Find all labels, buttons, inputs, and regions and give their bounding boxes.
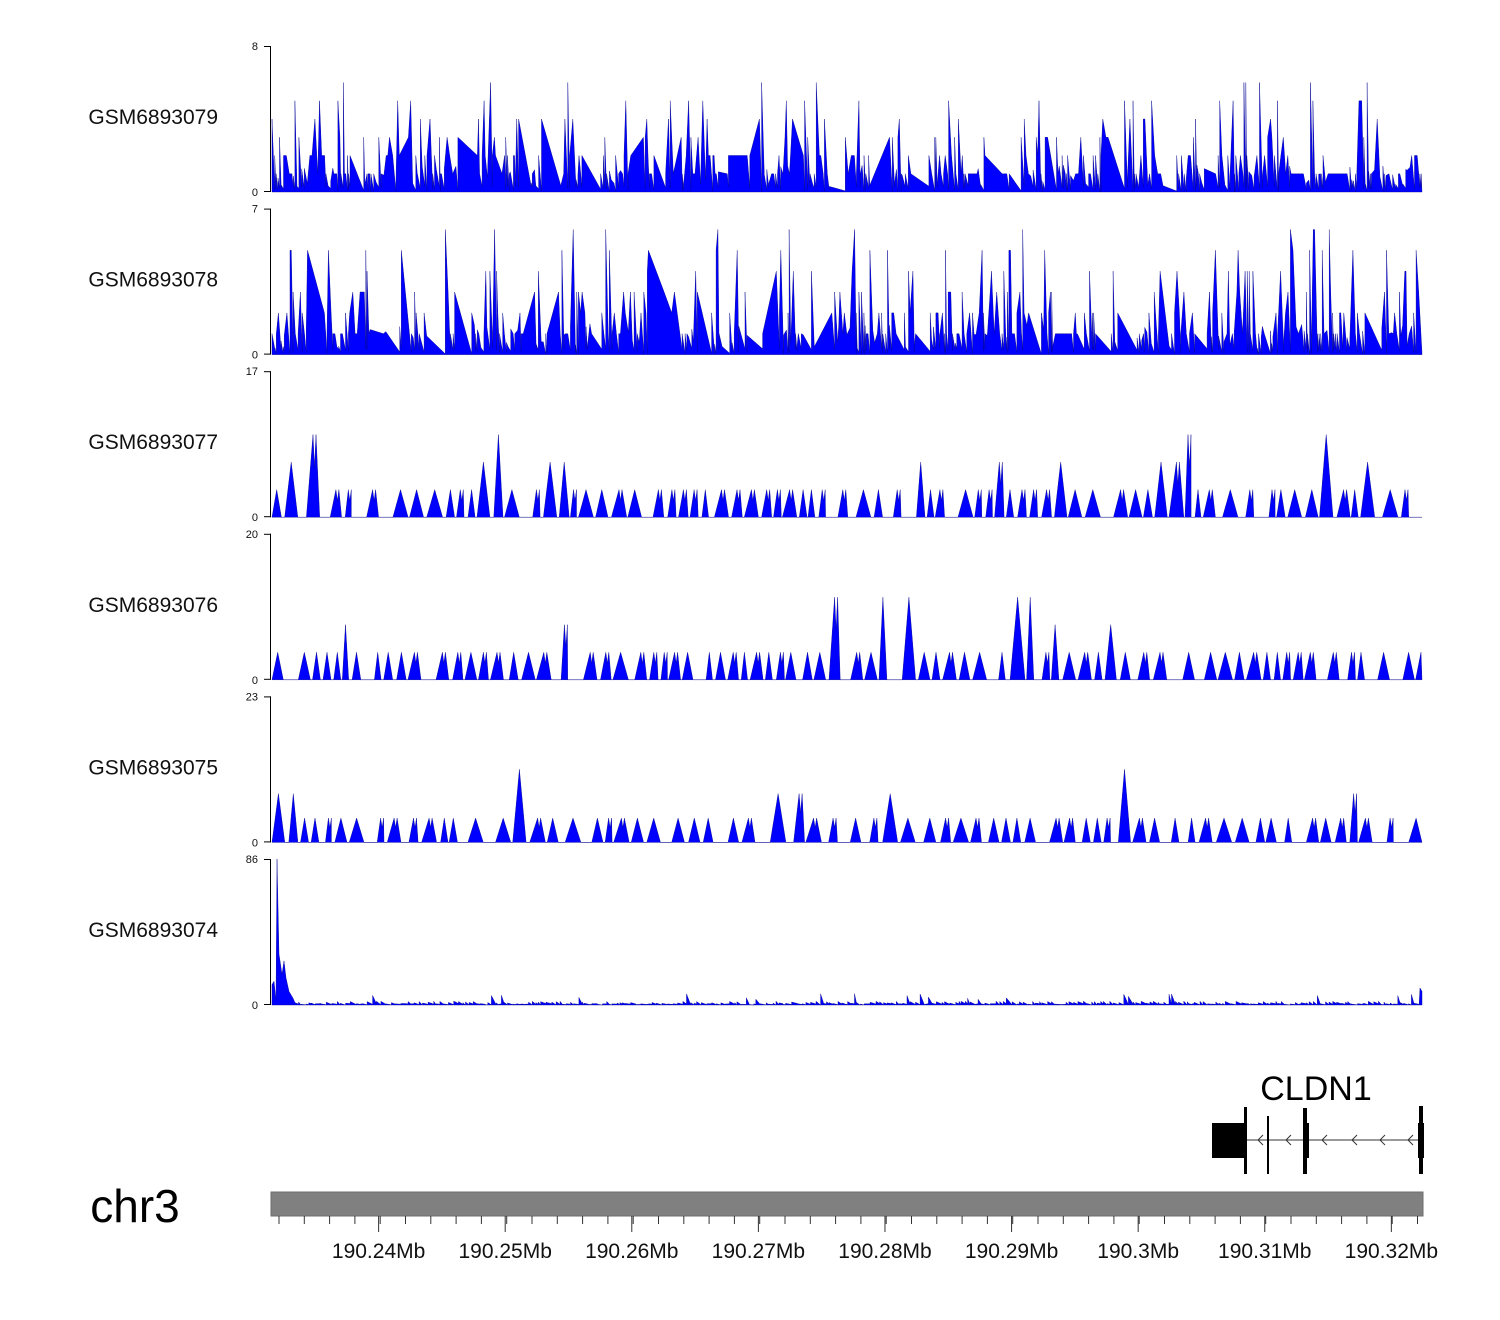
strand-arrow xyxy=(1407,1134,1414,1146)
gene-track: CLDN1 xyxy=(1212,1070,1424,1174)
coverage-area-GSM6893075 xyxy=(271,769,1423,843)
tick-label: 190.26Mb xyxy=(585,1240,678,1263)
y-axis-min-label: 0 xyxy=(252,350,258,362)
track-label: GSM6893078 xyxy=(88,269,218,292)
tick-label: 190.25Mb xyxy=(458,1240,551,1263)
tick-label: 190.24Mb xyxy=(332,1240,425,1263)
y-axis-min-label: 0 xyxy=(252,512,258,524)
y-axis-max-label: 17 xyxy=(246,366,258,378)
strand-arrow xyxy=(1351,1134,1358,1146)
minor-ticks xyxy=(278,1216,1418,1224)
coverage-area-GSM6893076 xyxy=(271,597,1423,680)
y-axis-max-label: 8 xyxy=(252,41,258,53)
strand-arrow xyxy=(1379,1134,1386,1146)
coverage-area-GSM6893079 xyxy=(271,82,1423,193)
tick-label: 190.32Mb xyxy=(1345,1240,1438,1263)
chromosome-bar[interactable] xyxy=(270,1191,1424,1217)
exon xyxy=(1244,1107,1247,1174)
chromosome-axis: chr3 190.24Mb 190.25Mb 190.26Mb 190.27Mb 190… xyxy=(90,1180,1438,1263)
y-axis-min-label: 0 xyxy=(252,837,258,849)
track-GSM6893078[interactable]: GSM6893078 7 0 xyxy=(88,204,1423,362)
track-GSM6893079[interactable]: GSM6893079 8 0 xyxy=(88,41,1423,199)
strand-arrow xyxy=(1321,1134,1328,1146)
track-label: GSM6893074 xyxy=(88,919,218,942)
coverage-area-GSM6893074 xyxy=(271,858,1423,1006)
coverage-area-GSM6893078 xyxy=(271,229,1423,355)
tick-label: 190.31Mb xyxy=(1218,1240,1311,1263)
y-axis-min-label: 0 xyxy=(252,675,258,687)
track-label: GSM6893079 xyxy=(88,106,218,129)
y-axis-max-label: 23 xyxy=(246,691,258,703)
y-axis-max-label: 86 xyxy=(246,854,258,866)
track-label: GSM6893075 xyxy=(88,756,218,779)
chromosome-label: chr3 xyxy=(90,1180,179,1232)
gene-model-cldn1[interactable] xyxy=(1212,1106,1424,1174)
strand-arrow xyxy=(1257,1134,1264,1146)
tick-label: 190.29Mb xyxy=(965,1240,1058,1263)
track-GSM6893077[interactable]: GSM6893077 17 0 xyxy=(88,366,1422,524)
track-GSM6893076[interactable]: GSM6893076 20 0 xyxy=(88,529,1423,687)
exon-utr xyxy=(1212,1123,1246,1158)
exon-coding xyxy=(1418,1123,1424,1158)
y-axis-min-label: 0 xyxy=(252,1000,258,1012)
y-axis-max-label: 20 xyxy=(246,529,258,541)
track-label: GSM6893076 xyxy=(88,594,218,617)
track-GSM6893074[interactable]: GSM6893074 86 0 xyxy=(88,854,1423,1012)
gene-label-cldn1: CLDN1 xyxy=(1260,1070,1371,1108)
track-label: GSM6893077 xyxy=(88,431,218,454)
tick-label: 190.27Mb xyxy=(712,1240,805,1263)
coverage-area-GSM6893077 xyxy=(271,434,1422,518)
y-axis-max-label: 7 xyxy=(252,204,258,216)
track-GSM6893075[interactable]: GSM6893075 23 0 xyxy=(88,691,1423,849)
exon-coding xyxy=(1303,1123,1309,1158)
exon xyxy=(1267,1116,1269,1174)
strand-arrow xyxy=(1285,1134,1292,1146)
tick-label: 190.3Mb xyxy=(1097,1240,1179,1263)
coverage-tracks: GSM689307980GSM689307870GSM6893077170GSM… xyxy=(88,41,1423,1012)
y-axis-min-label: 0 xyxy=(252,187,258,199)
major-ticks: 190.24Mb 190.25Mb 190.26Mb 190.27Mb 190.28Mb… xyxy=(332,1216,1438,1263)
tick-label: 190.28Mb xyxy=(838,1240,931,1263)
